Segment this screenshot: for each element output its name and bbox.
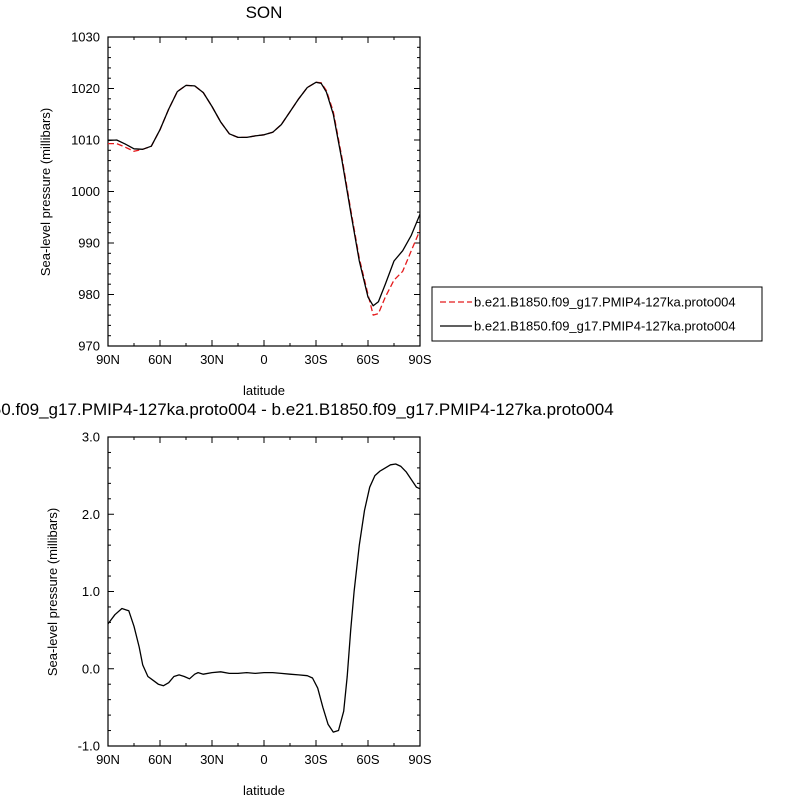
top-x-tick-label: 30N <box>200 352 224 367</box>
bottom-x-tick-label: 0 <box>260 752 267 767</box>
top-chart-ylabel: Sea-level pressure (millibars) <box>38 108 53 276</box>
bottom-plot-frame <box>107 436 421 747</box>
bottom-y-tick-label: 0.0 <box>82 661 100 676</box>
top-chart-xlabel: latitude <box>243 383 285 398</box>
bottom-chart-ylabel: Sea-level pressure (millibars) <box>45 508 60 676</box>
bottom-y-tick-label: 3.0 <box>82 430 100 445</box>
bottom-x-tick-label: 60S <box>356 752 379 767</box>
top-y-tick-label: 970 <box>78 339 100 354</box>
bottom-y-tick-label: 2.0 <box>82 507 100 522</box>
legend-label-1: b.e21.B1850.f09_g17.PMIP4-127ka.proto004 <box>474 319 736 334</box>
bottom-chart-xlabel: latitude <box>243 783 285 798</box>
top-series-line-1 <box>108 81 420 307</box>
top-x-tick-label: 90S <box>408 352 431 367</box>
bottom-x-tick-label: 30N <box>200 752 224 767</box>
top-y-tick-label: 1000 <box>71 184 100 199</box>
top-x-tick-label: 30S <box>304 352 327 367</box>
top-plot-frame <box>107 36 421 347</box>
legend-label-0: b.e21.B1850.f09_g17.PMIP4-127ka.proto004 <box>474 295 736 310</box>
top-y-tick-label: 1020 <box>71 81 100 96</box>
bottom-x-tick-label: 30S <box>304 752 327 767</box>
bottom-y-tick-label: 1.0 <box>82 584 100 599</box>
bottom-x-tick-label: 90S <box>408 752 431 767</box>
top-x-tick-label: 0 <box>260 352 267 367</box>
top-series-line-0 <box>108 81 420 316</box>
bottom-y-tick-label: -1.0 <box>78 739 100 754</box>
bottom-x-tick-label: 60N <box>148 752 172 767</box>
top-y-tick-label: 1030 <box>71 30 100 45</box>
bottom-plot: 90N 60N 30N 0 30S 60S 90S -1.0 0.0 1.0 2.0 3.0 <box>78 430 432 768</box>
top-x-tick-label: 60S <box>356 352 379 367</box>
top-y-tick-label: 1010 <box>71 133 100 148</box>
top-plot: 90N 60N 30N 0 30S 60S 90S 970 980 990 1000 1010 1020… <box>71 30 432 368</box>
legend-box <box>431 286 763 342</box>
top-y-tick-label: 980 <box>78 287 100 302</box>
top-x-tick-label: 90N <box>96 352 120 367</box>
top-x-tick-label: 60N <box>148 352 172 367</box>
bottom-chart-title: b.e21.B1850.f09_g17.PMIP4-127ka.proto004… <box>0 400 614 419</box>
bottom-series-line-0 <box>108 463 420 733</box>
top-y-tick-label: 990 <box>78 236 100 251</box>
bottom-x-tick-label: 90N <box>96 752 120 767</box>
top-chart-title: SON <box>246 3 283 22</box>
legend: b.e21.B1850.f09_g17.PMIP4-127ka.proto004… <box>431 286 763 342</box>
